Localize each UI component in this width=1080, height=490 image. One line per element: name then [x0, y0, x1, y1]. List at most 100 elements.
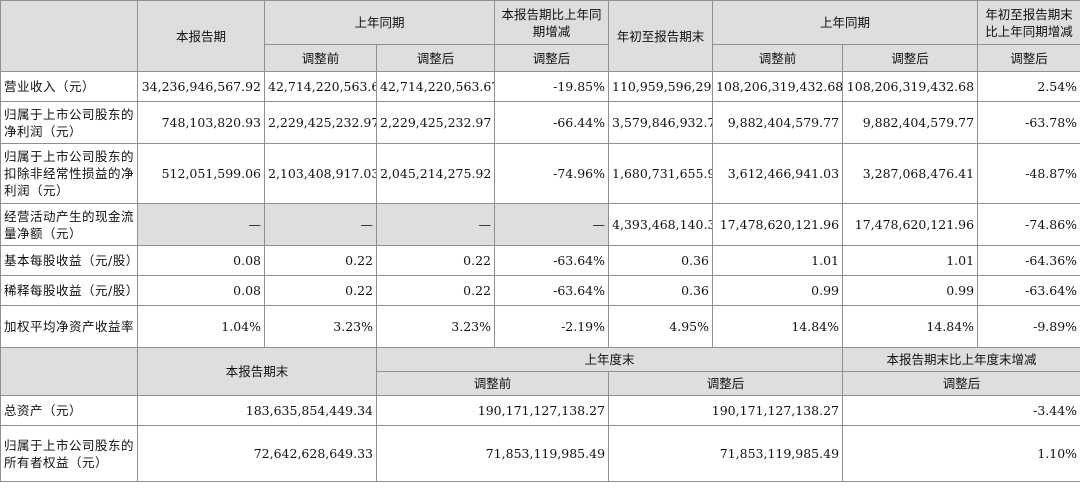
- header-after-adjust-2: 调整后: [494, 44, 610, 72]
- cell-value: 1.01: [712, 245, 844, 276]
- cell-value: —: [264, 203, 377, 246]
- header-prior-period: 上年同期: [263, 0, 496, 45]
- table-row: 归属于上市公司股东的净利润（元） 748,103,820.93 2,229,42…: [0, 101, 1080, 144]
- cell-value: 190,171,127,138.27: [375, 395, 610, 426]
- row-label: 加权平均净资产收益率: [0, 305, 138, 348]
- cell-value: 0.22: [375, 245, 496, 276]
- header-before-adjust: 调整前: [375, 371, 610, 396]
- cell-value: -66.44%: [494, 101, 610, 144]
- table-row: 基本每股收益（元/股） 0.08 0.22 0.22 -63.64% 0.36 …: [0, 245, 1080, 276]
- cell-value: 0.22: [375, 275, 496, 306]
- cell-value: 0.99: [712, 275, 844, 306]
- table-row: 稀释每股收益（元/股） 0.08 0.22 0.22 -63.64% 0.36 …: [0, 275, 1080, 306]
- cell-value: 2,229,425,232.97: [375, 101, 496, 144]
- cell-value: 0.36: [608, 245, 714, 276]
- header-current-period: 本报告期: [137, 0, 265, 72]
- cell-value: —: [494, 203, 610, 246]
- cell-value: 190,171,127,138.27: [608, 395, 844, 426]
- cell-value: 0.08: [137, 245, 265, 276]
- cell-value: 1.01: [842, 245, 979, 276]
- cell-value: 3,612,466,941.03: [712, 143, 844, 204]
- cell-value: -63.78%: [977, 101, 1080, 144]
- cell-value: 4.95%: [608, 305, 714, 348]
- cell-value: 42,714,220,563.67: [375, 71, 496, 102]
- cell-value: 108,206,319,432.68: [842, 71, 979, 102]
- cell-value: -64.36%: [977, 245, 1080, 276]
- cell-value: -3.44%: [842, 395, 1080, 426]
- cell-value: 1.10%: [842, 425, 1080, 482]
- cell-value: 3.23%: [375, 305, 496, 348]
- cell-value: 1.04%: [137, 305, 265, 348]
- bottom-header-row-1: 本报告期末 上年度末 本报告期末比上年度末增减: [0, 347, 1080, 396]
- table-row: 总资产（元） 183,635,854,449.34 190,171,127,13…: [0, 395, 1080, 426]
- corner-cell: [0, 0, 138, 72]
- bottom-header-row-2: 调整前 调整后 调整后: [1, 371, 1080, 396]
- header-ytd-change: 年初至报告期末比上年同期增减: [977, 0, 1080, 45]
- cell-value: 0.36: [608, 275, 714, 306]
- cell-value: 34,236,946,567.92: [137, 71, 265, 102]
- header-prior-year-end: 上年度末: [375, 347, 844, 372]
- cell-value: -9.89%: [977, 305, 1080, 348]
- cell-value: -63.64%: [494, 245, 610, 276]
- table-row: 经营活动产生的现金流量净额（元） — — — — 4,393,468,140.3…: [0, 203, 1080, 246]
- cell-value: 71,853,119,985.49: [375, 425, 610, 482]
- cell-value: 2.54%: [977, 71, 1080, 102]
- cell-value: 0.22: [264, 245, 377, 276]
- table-row: 营业收入（元） 34,236,946,567.92 42,714,220,563…: [0, 71, 1080, 102]
- header-prior-period-2: 上年同期: [712, 0, 979, 45]
- cell-value: 110,959,596,291.71: [608, 71, 714, 102]
- cell-value: 2,103,408,917.03: [264, 143, 377, 204]
- header-change: 本报告期末比上年度末增减: [842, 347, 1080, 372]
- cell-value: 72,642,628,649.33: [137, 425, 377, 482]
- table-row: 归属于上市公司股东的扣除非经常性损益的净利润（元） 512,051,599.06…: [0, 143, 1080, 204]
- cell-value: 3,579,846,932.75: [608, 101, 714, 144]
- cell-value: 17,478,620,121.96: [842, 203, 979, 246]
- cell-value: 2,045,214,275.92: [375, 143, 496, 204]
- header-after-adjust: 调整后: [608, 371, 844, 396]
- cell-value: 1,680,731,655.93: [608, 143, 714, 204]
- row-label: 归属于上市公司股东的所有者权益（元）: [0, 425, 138, 482]
- row-label: 基本每股收益（元/股）: [0, 245, 138, 276]
- cell-value: 3,287,068,476.41: [842, 143, 979, 204]
- row-label: 经营活动产生的现金流量净额（元）: [0, 203, 138, 246]
- cell-value: 108,206,319,432.68: [712, 71, 844, 102]
- cell-value: 2,229,425,232.97: [264, 101, 377, 144]
- cell-value: 0.08: [137, 275, 265, 306]
- cell-value: —: [137, 203, 265, 246]
- cell-value: 512,051,599.06: [137, 143, 265, 204]
- header-before-adjust: 调整前: [264, 44, 377, 72]
- cell-value: -63.64%: [977, 275, 1080, 306]
- cell-value: 9,882,404,579.77: [842, 101, 979, 144]
- row-label: 归属于上市公司股东的扣除非经常性损益的净利润（元）: [0, 143, 138, 204]
- cell-value: 17,478,620,121.96: [712, 203, 844, 246]
- header-yoy-change: 本报告期比上年同期增减: [494, 0, 610, 45]
- cell-value: 183,635,854,449.34: [137, 395, 377, 426]
- cell-value: 14.84%: [712, 305, 844, 348]
- cell-value: -74.86%: [977, 203, 1080, 246]
- cell-value: -19.85%: [494, 71, 610, 102]
- cell-value: 42,714,220,563.67: [264, 71, 377, 102]
- cell-value: 9,882,404,579.77: [712, 101, 844, 144]
- row-label: 营业收入（元）: [0, 71, 138, 102]
- cell-value: -2.19%: [494, 305, 610, 348]
- row-label: 总资产（元）: [0, 395, 138, 426]
- header-period-end: 本报告期末: [137, 347, 377, 396]
- cell-value: 71,853,119,985.49: [608, 425, 844, 482]
- row-label: 归属于上市公司股东的净利润（元）: [0, 101, 138, 144]
- cell-value: 748,103,820.93: [137, 101, 265, 144]
- header-after-adjust-2: 调整后: [842, 371, 1080, 396]
- table-row: 加权平均净资产收益率 1.04% 3.23% 3.23% -2.19% 4.95…: [0, 305, 1080, 348]
- header-after-adjust-3: 调整后: [842, 44, 979, 72]
- cell-value: -74.96%: [494, 143, 610, 204]
- cell-value: -48.87%: [977, 143, 1080, 204]
- bottom-corner-cell: [0, 347, 138, 396]
- cell-value: 14.84%: [842, 305, 979, 348]
- cell-value: -63.64%: [494, 275, 610, 306]
- top-header-row-1: 本报告期 上年同期 本报告期比上年同期增减 年初至报告期末 上年同期 年初至报告…: [0, 0, 1080, 72]
- cell-value: 0.99: [842, 275, 979, 306]
- header-after-adjust: 调整后: [375, 44, 496, 72]
- cell-value: 3.23%: [264, 305, 377, 348]
- cell-value: —: [375, 203, 496, 246]
- row-label: 稀释每股收益（元/股）: [0, 275, 138, 306]
